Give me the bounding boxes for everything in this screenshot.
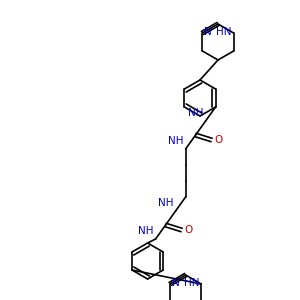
Text: NH: NH xyxy=(188,108,204,118)
Text: N: N xyxy=(172,278,180,288)
Text: NH: NH xyxy=(138,226,154,236)
Text: HN: HN xyxy=(184,278,199,288)
Text: NH: NH xyxy=(158,198,174,208)
Text: N: N xyxy=(204,27,212,37)
Text: HN: HN xyxy=(216,27,232,37)
Text: O: O xyxy=(214,135,223,145)
Text: O: O xyxy=(184,225,193,235)
Text: NH: NH xyxy=(168,136,184,146)
